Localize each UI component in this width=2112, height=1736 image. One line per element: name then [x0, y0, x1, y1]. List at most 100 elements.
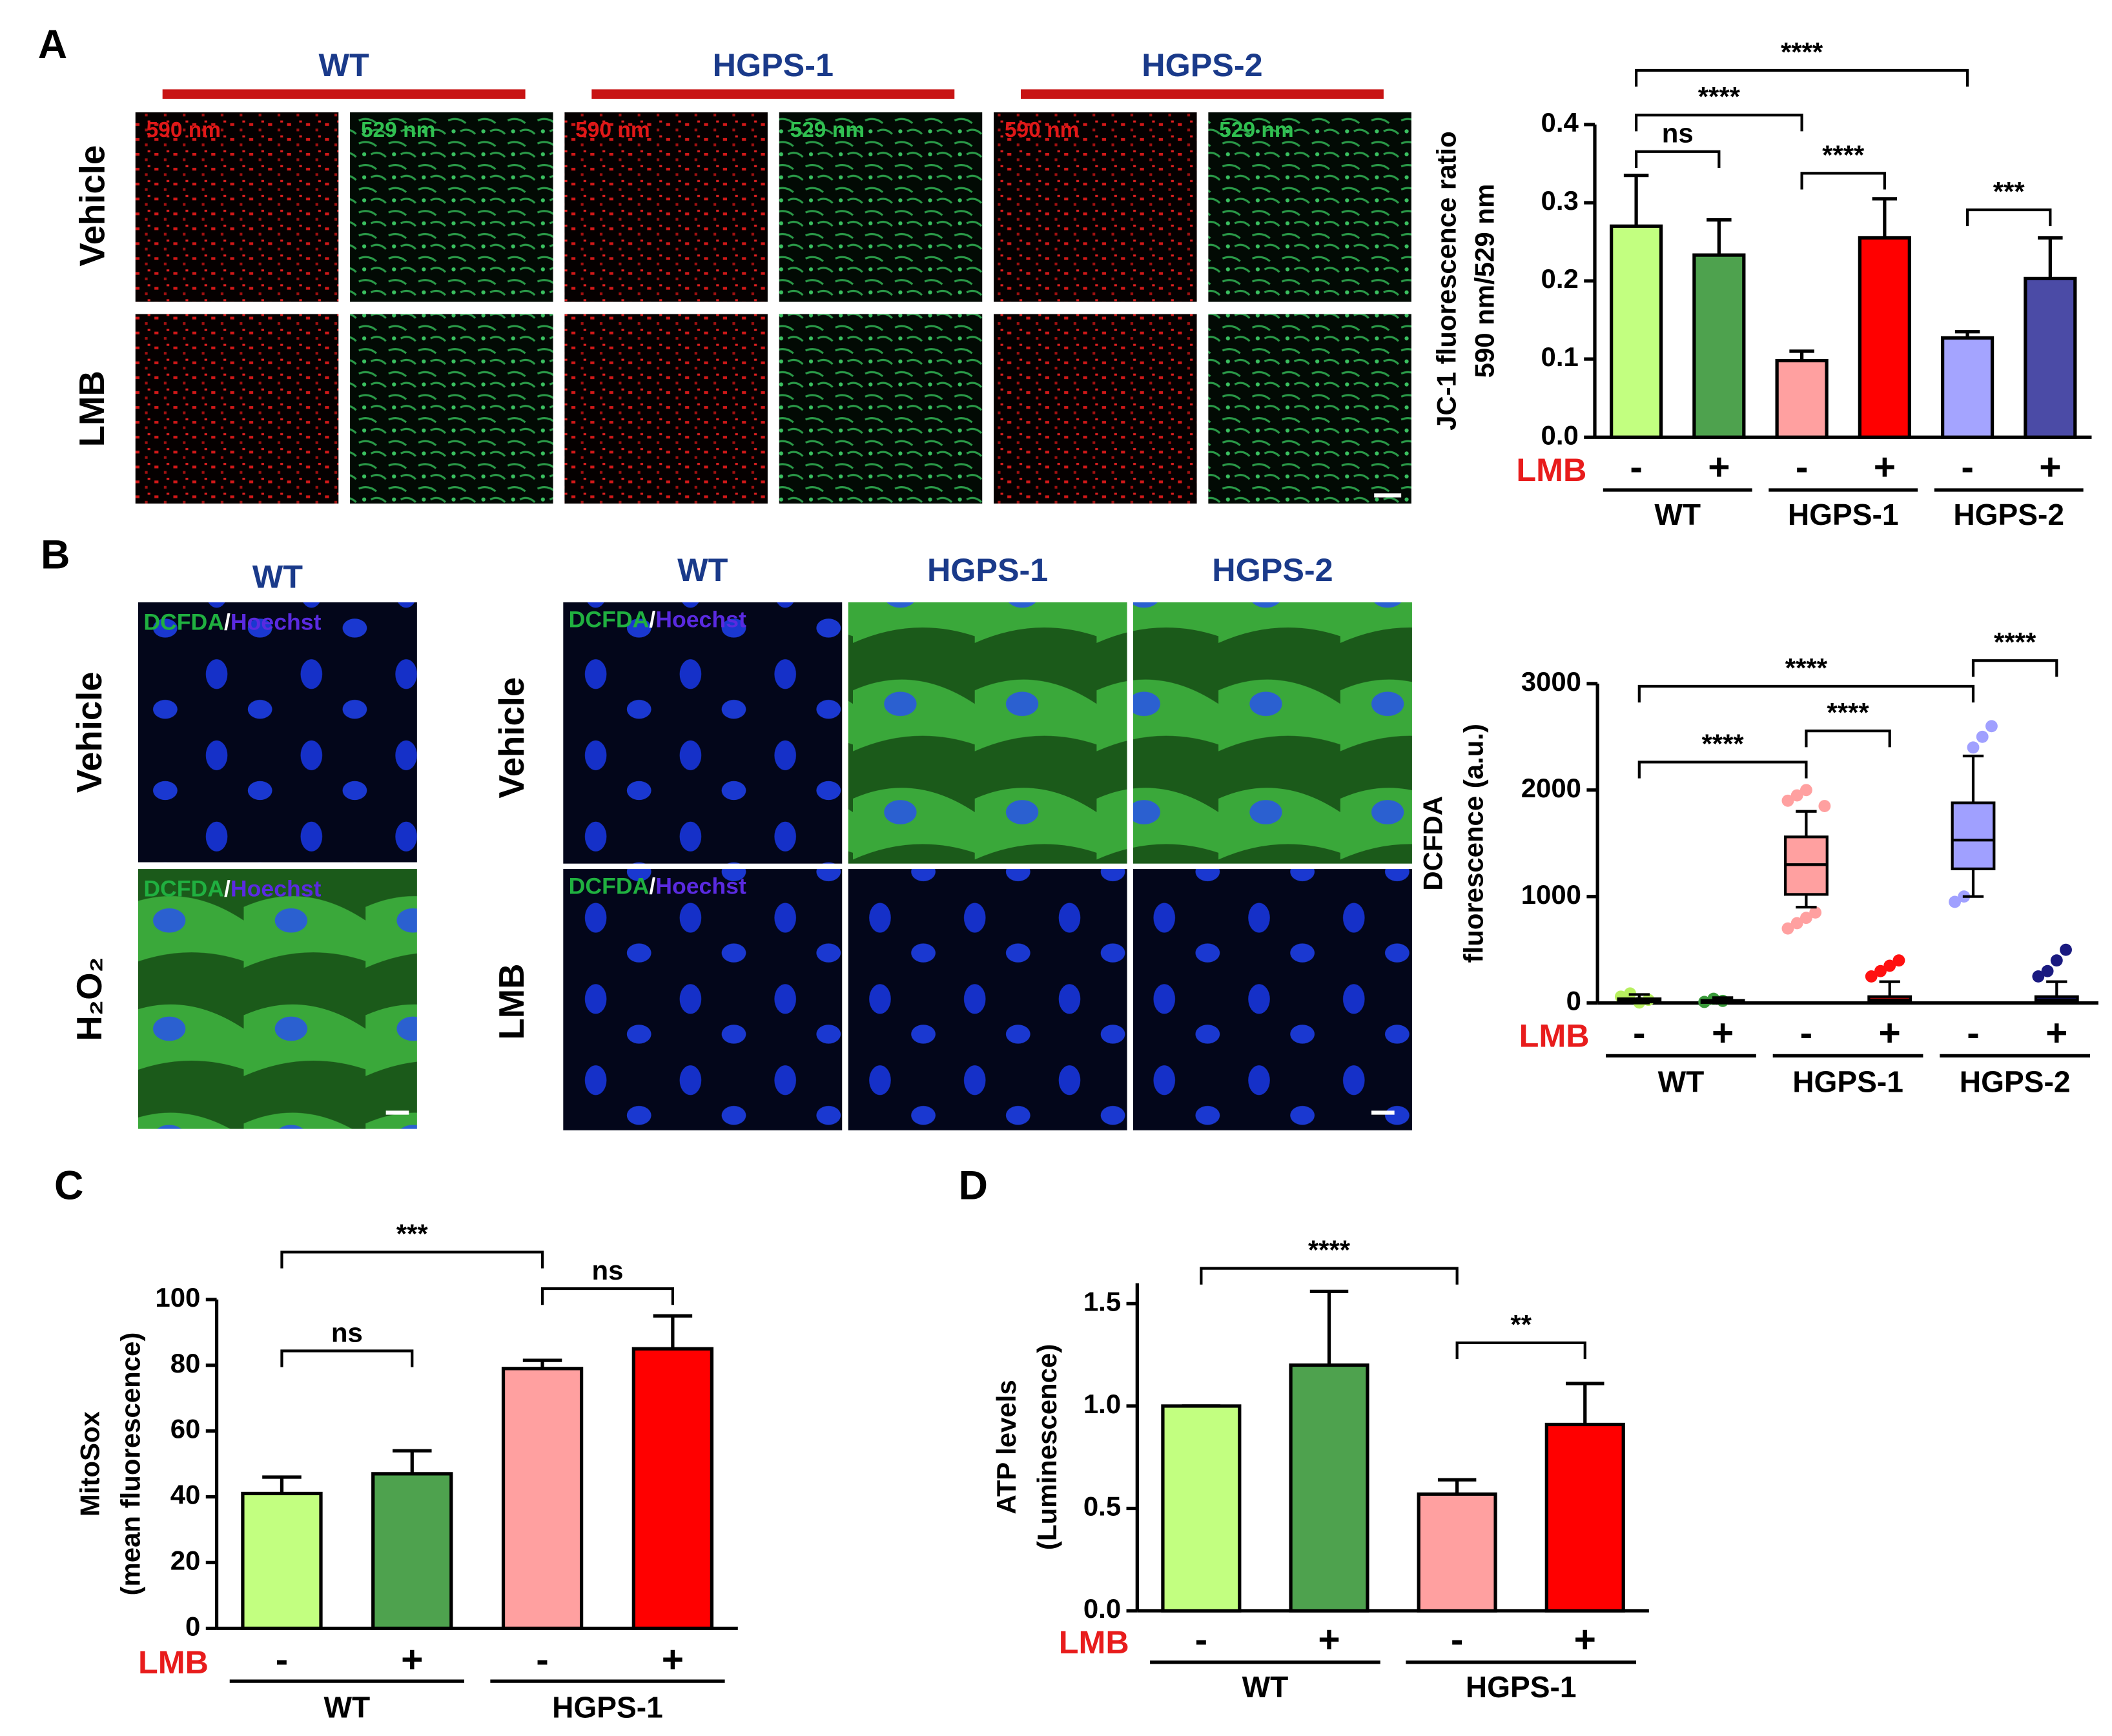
group-label: HGPS-1	[1466, 1670, 1577, 1704]
micrograph	[779, 112, 983, 302]
y-tick-label: 0.0	[1083, 1593, 1121, 1624]
group-bar	[1020, 89, 1384, 99]
y-tick-label: 0.2	[1541, 263, 1579, 294]
treatment-label: LMB	[1059, 1624, 1129, 1660]
row-label: H₂O₂	[70, 957, 109, 1041]
data-point	[2060, 943, 2072, 956]
channel-label: 529 nm	[1219, 118, 1294, 142]
micrograph	[1133, 869, 1412, 1130]
y-tick-label: 0.3	[1541, 185, 1579, 216]
data-point	[1949, 895, 1961, 908]
bar	[1289, 1363, 1369, 1613]
row-label: Vehicle	[72, 145, 112, 267]
bar	[2024, 276, 2077, 439]
stain-label: DCFDA/Hoechst	[569, 873, 746, 899]
significance-bracket	[1971, 659, 2058, 677]
significance-bracket	[280, 1251, 544, 1269]
channel-label: 590 nm	[575, 118, 650, 142]
row-label: LMB	[72, 371, 112, 447]
data-point	[1967, 741, 1980, 754]
data-point	[1790, 917, 1803, 930]
y-tick-label: 40	[170, 1480, 201, 1510]
y-axis-label: fluorescence (a.u.)	[1459, 724, 1489, 963]
treatment-sign: -	[1451, 1619, 1464, 1660]
panel-label: A	[38, 22, 67, 67]
significance-bracket	[540, 1287, 674, 1305]
channel-label: 590 nm	[147, 118, 221, 142]
stain-part: Hoechst	[231, 876, 322, 902]
data-point	[2041, 965, 2054, 977]
whisker	[1962, 868, 1984, 898]
data-point	[2032, 970, 2045, 983]
y-tick-label: 0.1	[1541, 342, 1579, 372]
significance-bracket	[1800, 172, 1886, 190]
significance-label: ****	[1698, 81, 1741, 112]
data-point	[1781, 922, 1794, 935]
whisker	[2046, 980, 2067, 997]
significance-label: ****	[1701, 728, 1744, 759]
error-bar	[392, 1449, 432, 1474]
panel-label: B	[41, 532, 70, 577]
group-title: WT	[319, 46, 369, 83]
treatment-sign: -	[536, 1639, 549, 1680]
treatment-sign: +	[2039, 446, 2061, 488]
data-point	[1976, 730, 1989, 743]
group-title: HGPS-1	[713, 46, 834, 83]
micrograph	[350, 314, 553, 504]
bar	[1858, 236, 1911, 439]
stain-label: DCFDA/Hoechst	[143, 876, 321, 902]
treatment-label: LMB	[1516, 451, 1586, 488]
significance-bracket	[280, 1349, 414, 1367]
treatment-label: LMB	[138, 1644, 209, 1680]
significance-bracket	[1805, 730, 1891, 748]
panel-label: D	[959, 1163, 988, 1208]
micrograph	[1133, 602, 1412, 864]
y-tick-label: 0.4	[1541, 107, 1579, 138]
channel-label: 590 nm	[1005, 118, 1080, 142]
significance-label: ***	[1993, 176, 2025, 207]
stain-part: DCFDA	[143, 876, 224, 902]
error-bar	[1872, 197, 1898, 238]
bar	[241, 1491, 323, 1630]
treatment-sign: -	[1633, 1012, 1646, 1054]
panel-label: C	[54, 1163, 83, 1208]
significance-bracket	[1635, 68, 1969, 87]
error-bar	[1566, 1382, 1605, 1425]
box	[1951, 801, 1996, 870]
stain-part: /	[649, 873, 655, 899]
stain-part: DCFDA	[569, 873, 650, 899]
significance-bracket	[1965, 208, 2052, 227]
data-point	[1809, 906, 1822, 919]
whisker	[1796, 894, 1817, 909]
data-point	[1818, 800, 1831, 812]
data-point	[1799, 912, 1812, 924]
error-bar	[1309, 1289, 1349, 1365]
y-tick-label: 2000	[1521, 773, 1581, 803]
significance-label: ****	[1785, 653, 1828, 683]
row-label: LMB	[492, 964, 531, 1040]
stain-label: DCFDA/Hoechst	[143, 609, 321, 635]
treatment-sign: +	[401, 1639, 423, 1680]
y-tick-label: 1.0	[1083, 1389, 1121, 1419]
significance-label: ****	[1994, 627, 2036, 657]
micrograph	[564, 314, 768, 504]
micrograph	[563, 869, 843, 1130]
stain-part: /	[649, 607, 655, 633]
y-axis-label: DCFDA	[1418, 796, 1448, 891]
bar	[1775, 358, 1829, 439]
bar	[1161, 1404, 1242, 1613]
bar	[371, 1472, 453, 1630]
error-bar	[1623, 173, 1649, 227]
y-tick-label: 0.0	[1541, 420, 1579, 450]
bar	[1940, 336, 1994, 439]
data-point	[1883, 959, 1896, 972]
group-label: HGPS-1	[552, 1690, 663, 1724]
whisker	[1796, 810, 1817, 837]
data-point	[1799, 784, 1812, 797]
micrograph	[135, 314, 339, 504]
micrograph	[848, 602, 1127, 864]
significance-label: ****	[1781, 37, 1823, 67]
data-point	[1874, 965, 1887, 977]
significance-bracket	[1455, 1341, 1586, 1360]
